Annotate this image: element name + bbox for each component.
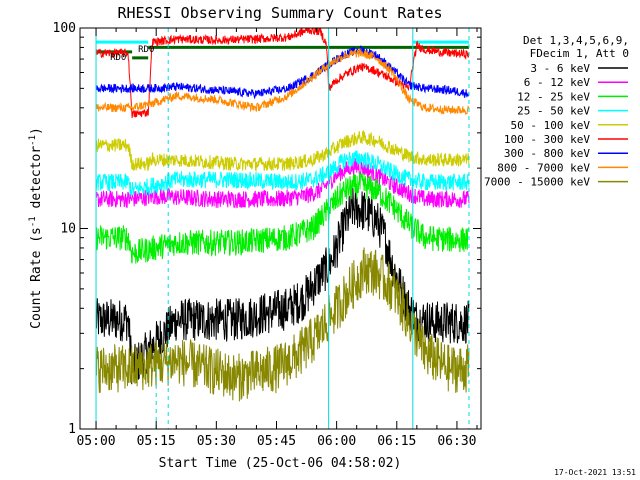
x-tick-label-2: 05:15 [137, 434, 176, 449]
series-line-2 [95, 157, 470, 209]
annotation-2: RD0 [110, 53, 126, 63]
x-axis-title: Start Time (25-Oct-06 04:58:02) [159, 456, 402, 471]
x-axis: 05:00 05:15 05:30 05:45 06:00 06:15 06:30 [76, 28, 478, 449]
legend-label-7: 300 - 800 keV [504, 147, 590, 160]
x-tick-label-5: 06:00 [317, 434, 356, 449]
legend-label-2: 6 - 12 keV [524, 76, 591, 89]
annotation-1: RD0 [138, 45, 154, 55]
legend: Det 1,3,4,5,6,9, FDecim 1, Att 0 3 - 6 k… [484, 34, 629, 189]
legend-label-4: 25 - 50 keV [517, 105, 590, 118]
annotations-layer: RD0 RD0 [110, 45, 154, 63]
legend-label-1: 3 - 6 keV [530, 62, 590, 75]
chart-title: RHESSI Observing Summary Count Rates [117, 4, 442, 22]
vertical-markers [95, 28, 470, 429]
legend-label-6: 100 - 300 keV [504, 133, 590, 146]
legend-label-3: 12 - 25 keV [517, 90, 590, 103]
series-layer [95, 28, 470, 402]
y-axis-title: Count Rate (s-1 detector-1) [28, 127, 44, 329]
legend-header-line-2: FDecim 1, Att 0 [530, 47, 629, 60]
generated-timestamp: 17-Oct-2021 13:51 [554, 468, 636, 477]
y-tick-label-3: 100 [53, 21, 76, 36]
x-tick-label-3: 05:30 [197, 434, 236, 449]
series-line-5 [95, 129, 470, 173]
y-title-sup-2: -1 [28, 135, 38, 146]
series-line-6 [95, 28, 470, 118]
x-tick-label-7: 06:30 [437, 434, 476, 449]
x-tick-label-1: 05:00 [76, 434, 115, 449]
legend-header-line-1: Det 1,3,4,5,6,9, [523, 34, 629, 47]
y-tick-label-2: 10 [60, 222, 76, 237]
x-tick-label-6: 06:15 [377, 434, 416, 449]
x-tick-label-4: 05:45 [257, 434, 296, 449]
series-line-4 [95, 150, 470, 197]
legend-label-5: 50 - 100 keV [511, 119, 591, 132]
y-tick-label-1: 1 [68, 422, 76, 437]
series-line-9 [95, 247, 470, 402]
series-line-7 [95, 45, 470, 100]
series-line-8 [95, 48, 470, 116]
y-axis: 1 10 100 [53, 21, 481, 437]
y-title-sup-1: -1 [28, 216, 38, 227]
legend-label-8: 800 - 7000 keV [497, 161, 590, 174]
y-title-main: Count Rate (s [29, 227, 44, 329]
y-title-close: ) [29, 127, 44, 135]
series-line-3 [95, 172, 470, 264]
legend-label-9: 7000 - 15000 keV [484, 176, 590, 189]
y-title-detector: detector [29, 146, 44, 217]
